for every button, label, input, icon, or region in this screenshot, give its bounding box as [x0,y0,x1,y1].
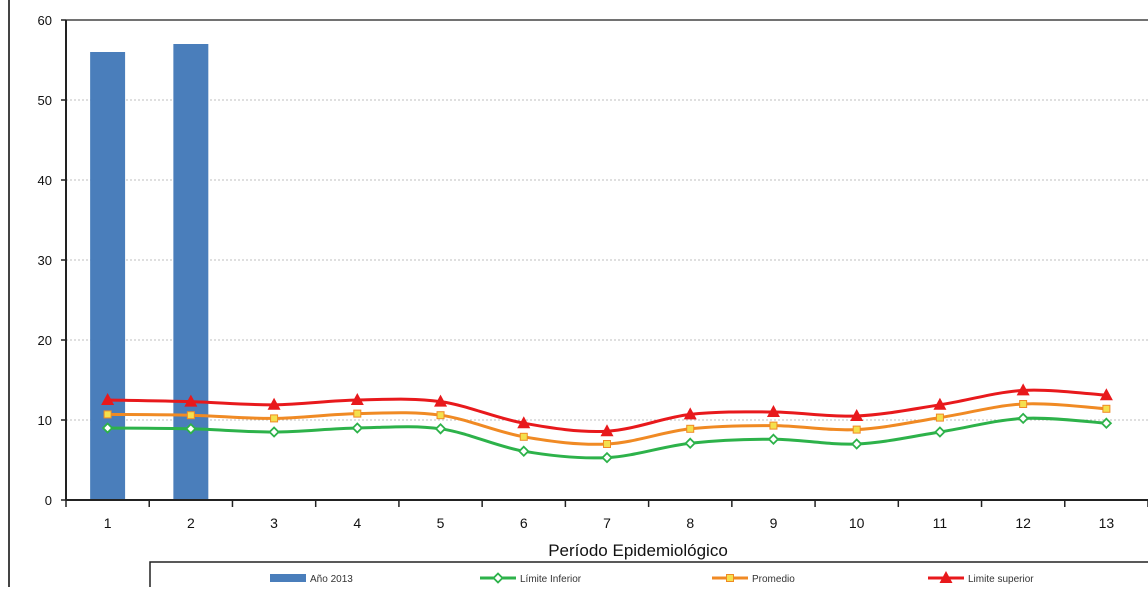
point-l-mite-inferior-8 [684,437,697,449]
y-tick-label: 60 [38,13,52,28]
point-promedio-5 [436,411,445,420]
legend-label-promedio: Promedio [752,574,795,585]
legend-label-a-o-2013: Año 2013 [310,574,353,585]
x-tick-label: 9 [770,515,778,531]
x-tick-label: 13 [1099,515,1115,531]
point-promedio-1 [103,410,112,419]
x-tick-label: 7 [603,515,611,531]
x-tick-label: 4 [353,515,361,531]
point-l-mite-inferior-11 [934,426,946,438]
x-tick-label: 2 [187,515,195,531]
point-promedio-11 [935,413,944,422]
point-promedio-13 [1102,404,1111,413]
x-tick-label: 11 [933,515,948,531]
legend-label-limite-superior: Limite superior [968,574,1034,585]
point-promedio-2 [186,411,195,420]
legend-marker-limite-superior [939,571,953,583]
point-l-mite-inferior-3 [268,426,280,438]
point-limite-superior-4 [350,393,364,405]
x-tick-label: 12 [1015,515,1031,531]
point-l-mite-inferior-4 [351,422,364,434]
point-promedio-8 [686,424,695,433]
point-limite-superior-6 [517,416,531,429]
y-tick-label: 10 [38,413,52,428]
point-l-mite-inferior-9 [767,433,780,445]
x-tick-label: 3 [270,515,278,531]
point-promedio-12 [1019,400,1028,408]
point-promedio-4 [353,409,362,418]
line-layer [101,383,1113,464]
point-promedio-7 [603,440,611,448]
point-l-mite-inferior-1 [101,422,114,434]
y-tick-label: 30 [38,253,52,268]
y-tick-label: 0 [45,493,52,508]
point-limite-superior-5 [434,394,448,407]
point-limite-superior-7 [600,424,614,437]
x-tick-label: 1 [104,515,112,531]
point-promedio-10 [852,425,861,434]
point-promedio-3 [270,414,279,423]
point-limite-superior-13 [1099,388,1113,401]
x-tick-label: 10 [849,515,865,531]
point-limite-superior-10 [850,409,864,421]
y-tick-label: 20 [38,333,52,348]
legend-swatch-a-o-2013 [270,574,306,582]
point-promedio-9 [769,421,778,430]
point-limite-superior-3 [267,397,281,410]
point-l-mite-inferior-5 [434,423,447,435]
y-tick-label: 40 [38,173,52,188]
point-l-mite-inferior-2 [185,423,197,435]
point-l-mite-inferior-10 [850,438,863,450]
point-l-mite-inferior-13 [1100,417,1113,429]
legend: Año 2013 Límite Inferior Promedio Limite su… [149,561,1148,592]
x-tick-label: 8 [686,515,694,531]
point-l-mite-inferior-12 [1017,412,1029,425]
x-tick-label: 5 [437,515,445,531]
point-limite-superior-12 [1016,383,1030,396]
point-limite-superior-2 [184,394,198,407]
y-tick-label: 50 [38,93,52,108]
point-limite-superior-1 [101,393,115,405]
legend-label-l-mite-inferior: Límite Inferior [520,574,582,585]
point-promedio-6 [519,432,528,441]
legend-marker-promedio [726,574,734,582]
legend-marker-l-mite-inferior [492,572,504,584]
x-axis-title: Período Epidemiológico [548,541,728,560]
x-tick-label: 6 [520,515,528,531]
point-l-mite-inferior-7 [601,451,613,464]
point-l-mite-inferior-6 [517,445,530,457]
point-limite-superior-8 [683,407,697,420]
point-limite-superior-11 [933,397,947,410]
point-limite-superior-9 [766,405,780,417]
